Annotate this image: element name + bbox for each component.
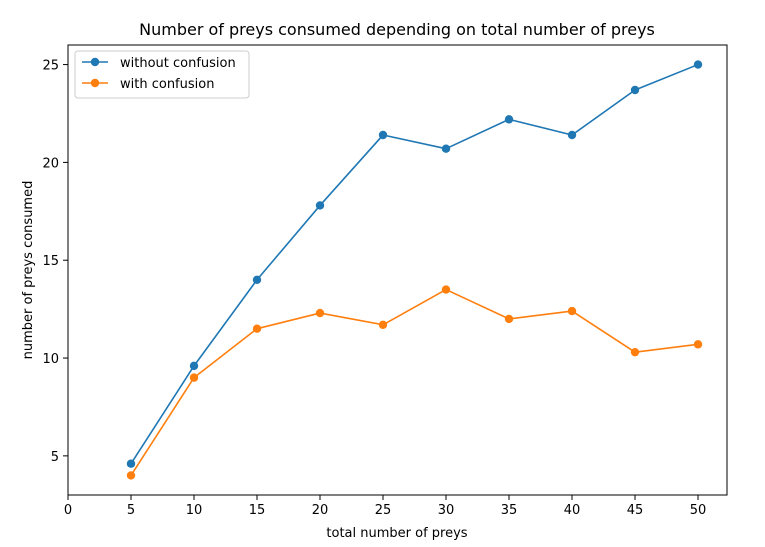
data-point bbox=[189, 361, 199, 371]
x-tick-label: 45 bbox=[627, 503, 644, 518]
y-axis-label: number of preys consumed bbox=[21, 181, 36, 360]
x-tick-label: 10 bbox=[186, 503, 203, 518]
data-point bbox=[252, 324, 262, 333]
data-point bbox=[441, 285, 451, 294]
data-point bbox=[567, 306, 577, 316]
series-layer bbox=[126, 60, 703, 480]
data-point bbox=[441, 144, 451, 153]
x-tick-label: 40 bbox=[564, 503, 581, 518]
data-point bbox=[189, 373, 199, 382]
x-tick-label: 50 bbox=[690, 503, 707, 518]
x-tick-label: 25 bbox=[375, 503, 392, 518]
plot-area-frame bbox=[67, 44, 728, 496]
data-point bbox=[567, 130, 577, 140]
y-tick-label: 15 bbox=[42, 254, 59, 269]
chart-title: Number of preys consumed depending on to… bbox=[139, 20, 655, 39]
data-point bbox=[315, 201, 325, 210]
data-point bbox=[630, 347, 640, 357]
x-tick-label: 5 bbox=[127, 503, 135, 518]
x-axis-label: total number of preys bbox=[326, 526, 467, 541]
data-point bbox=[693, 60, 703, 69]
legend-box bbox=[74, 50, 250, 99]
y-tick-label: 5 bbox=[51, 450, 59, 465]
data-point bbox=[693, 340, 703, 349]
legend-label: without confusion bbox=[120, 56, 236, 71]
y-tick-label: 10 bbox=[42, 352, 59, 367]
x-tick-label: 15 bbox=[249, 503, 266, 518]
data-point bbox=[126, 459, 136, 468]
y-tick-label: 20 bbox=[42, 156, 59, 171]
data-point bbox=[504, 115, 514, 124]
x-tick-label: 20 bbox=[312, 503, 329, 518]
legend-marker bbox=[90, 57, 100, 67]
series-line-2 bbox=[130, 288, 699, 476]
y-tick-label: 25 bbox=[42, 59, 59, 74]
data-point bbox=[315, 308, 325, 318]
x-tick-label: 30 bbox=[438, 503, 455, 518]
y-axis: 5 10 15 20 25 bbox=[42, 59, 68, 465]
x-tick-label: 35 bbox=[501, 503, 518, 518]
legend: without confusion with confusion bbox=[74, 50, 250, 99]
x-tick-label: 0 bbox=[64, 503, 72, 518]
data-point bbox=[630, 85, 640, 95]
legend-label: with confusion bbox=[120, 77, 214, 92]
data-point bbox=[252, 275, 262, 284]
legend-marker bbox=[90, 78, 100, 88]
data-point bbox=[378, 130, 388, 140]
x-axis: 0 5 10 15 20 25 30 35 40 45 50 bbox=[64, 495, 706, 518]
data-point bbox=[378, 320, 388, 329]
data-point bbox=[504, 314, 514, 324]
data-point bbox=[126, 471, 136, 480]
series-line-1 bbox=[130, 63, 699, 465]
